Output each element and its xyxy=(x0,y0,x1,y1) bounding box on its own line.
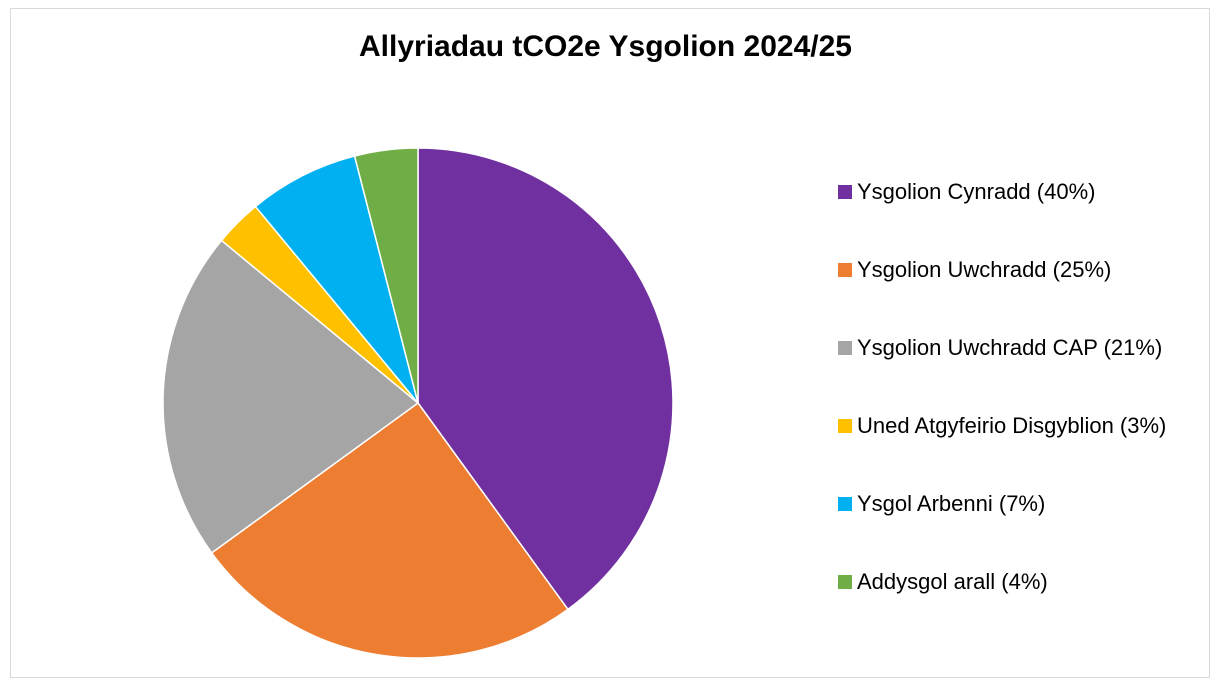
pie-slice xyxy=(162,239,420,554)
pie-slice xyxy=(353,147,419,404)
legend-swatch xyxy=(838,419,852,433)
pie-slice xyxy=(417,147,674,611)
legend-entry: Ysgol Arbenni (7%) xyxy=(838,491,1197,569)
legend-swatch xyxy=(838,497,852,511)
chart-title: Allyriadau tCO2e Ysgolion 2024/25 xyxy=(359,30,852,63)
legend-swatch xyxy=(838,575,852,589)
pie-slice xyxy=(210,401,569,659)
legend-swatch xyxy=(838,263,852,277)
pie-slice xyxy=(254,155,419,404)
legend-swatch xyxy=(838,341,852,355)
legend-swatch xyxy=(838,185,852,199)
legend-label: Ysgolion Uwchradd (25%) xyxy=(857,257,1112,282)
legend-entry: Uned Atgyfeirio Disgyblion (3%) xyxy=(838,413,1197,491)
legend-label: Addysgol arall (4%) xyxy=(857,569,1048,594)
legend-label: Uned Atgyfeirio Disgyblion (3%) xyxy=(857,413,1167,438)
legend-entry: Ysgolion Cynradd (40%) xyxy=(838,179,1197,257)
legend-label: Ysgolion Cynradd (40%) xyxy=(857,179,1096,204)
legend-label: Ysgol Arbenni (7%) xyxy=(857,491,1046,516)
legend-entry: Addysgol arall (4%) xyxy=(838,569,1197,647)
legend-entry: Ysgolion Uwchradd CAP (21%) xyxy=(838,335,1197,413)
legend-label: Ysgolion Uwchradd CAP (21%) xyxy=(857,335,1163,360)
legend-entry: Ysgolion Uwchradd (25%) xyxy=(838,257,1197,335)
legend: Ysgolion Cynradd (40%) Ysgolion Uwchradd … xyxy=(838,179,1197,647)
